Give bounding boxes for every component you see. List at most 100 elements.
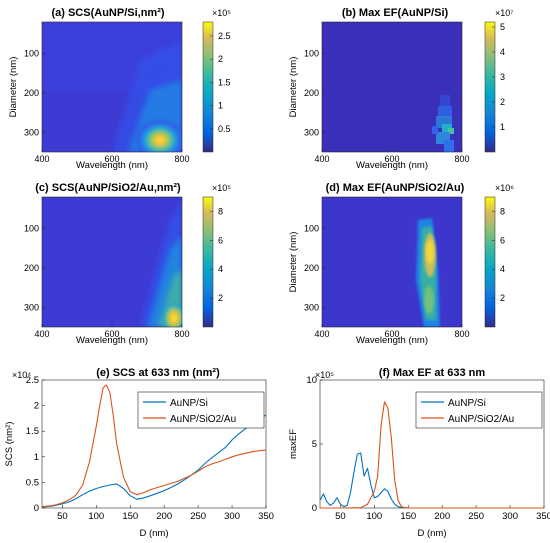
panel-d-colorbar (484, 196, 496, 328)
legend-label-series1: AuNP/Si (170, 398, 208, 409)
y-tick-label: 200 (24, 263, 39, 273)
y-tick-label: 0 (312, 503, 317, 514)
y-tick-label: 300 (24, 302, 39, 312)
panel-f-xlabel: D (nm) (417, 528, 446, 539)
legend-label-series2: AuNP/SiO2/Au (448, 414, 514, 425)
y-tick-label: 100 (24, 49, 39, 59)
colorbar-tick-label: 3 (500, 72, 505, 82)
panel-f-lines (319, 401, 544, 509)
panel-c-title: (c) SCS(AuNP/SiO2/Au,nm²) (35, 182, 181, 194)
x-tick-label: 50 (335, 511, 346, 522)
x-tick-label: 600 (384, 329, 399, 339)
panel-a-colorbar-exponent: ×10⁵ (212, 8, 231, 18)
x-tick-label: 350 (536, 511, 550, 522)
x-tick-label: 200 (434, 511, 450, 522)
panel-a-ylabel: Diameter (nm) (8, 57, 19, 118)
colorbar-tick-label: 2 (500, 293, 505, 303)
panel-a-xlabel: Wavelength (nm) (76, 160, 148, 171)
colorbar-tick-label: 6 (218, 235, 223, 245)
x-tick-label: 100 (366, 511, 382, 522)
panel-d-axes: 400 600 800 100 200 300 (304, 224, 470, 339)
x-tick-label: 150 (400, 511, 416, 522)
x-tick-label: 250 (190, 511, 206, 522)
panel-a-axes: 400 600 800 100 200 300 (24, 49, 190, 164)
panel-b-colorbar (484, 21, 496, 153)
colorbar-tick-label: 4 (500, 47, 505, 57)
y-tick-label: 200 (24, 88, 39, 98)
panel-e-lines (41, 384, 267, 508)
colorbar-tick-label: 0.5 (218, 124, 231, 134)
panel-a: (a) SCS(AuNP/Si,nm²) 400 600 800100200300 … (8, 7, 231, 171)
y-tick-label: 1.5 (26, 426, 39, 437)
y-tick-label: 2 (34, 401, 39, 412)
panel-b-axes: 400 600 800 100 200 300 (304, 49, 470, 164)
legend-label-series2: AuNP/SiO2/Au (170, 414, 236, 425)
panel-b-title: (b) Max EF(AuNP/Si) (342, 7, 449, 19)
legend-label-series1: AuNP/Si (448, 398, 486, 409)
panel-e-axes: 50 100 150 200 250 300 350 0 0.5 1 1.5 2 2.5 (26, 375, 274, 522)
panel-c: (c) SCS(AuNP/SiO2/Au,nm²) 400 600 800 100 20… (24, 182, 231, 346)
colorbar-tick-label: 2.5 (218, 31, 231, 41)
colorbar-tick-label: 8 (218, 206, 223, 216)
y-tick-label: 300 (24, 127, 39, 137)
panel-a-title: (a) SCS(AuNP/Si,nm²) (51, 7, 164, 19)
colorbar-tick-label: 1.5 (218, 77, 231, 87)
panel-b-xlabel: Wavelength (nm) (356, 160, 428, 171)
panel-d-heatmap (322, 197, 462, 327)
panel-e-ylabel: SCS (nm²) (4, 422, 15, 467)
panel-c-xlabel: Wavelength (nm) (76, 335, 148, 346)
panel-a-colorbar (202, 21, 214, 153)
x-tick-label: 600 (384, 154, 399, 164)
y-tick-label: 300 (304, 127, 319, 137)
colorbar-tick-label: 1 (500, 122, 505, 132)
colorbar-tick-label: 5 (500, 22, 505, 32)
y-tick-label: 100 (304, 49, 319, 59)
panel-d-colorbar-ticks: 8 6 4 2 (492, 206, 505, 303)
colorbar-tick-label: 6 (500, 235, 505, 245)
y-tick-label: 300 (304, 302, 319, 312)
panel-b-colorbar-exponent: ×10⁷ (495, 8, 514, 18)
panel-d-xlabel: Wavelength (nm) (356, 335, 428, 346)
series-line-2 (320, 401, 544, 509)
panel-d: (d) Max EF(AuNP/SiO2/Au) 400 600 800 100 200… (288, 182, 514, 346)
x-tick-label: 300 (224, 511, 240, 522)
x-tick-label: 400 (34, 154, 49, 164)
x-tick-label: 400 (314, 329, 329, 339)
panel-c-colorbar-ticks: 8 6 4 2 (210, 206, 223, 303)
x-tick-label: 800 (174, 329, 189, 339)
panel-b: (b) Max EF(AuNP/Si) 400 600 800 100 200 300 W… (288, 7, 514, 171)
x-tick-label: 50 (57, 511, 68, 522)
panel-c-colorbar-exponent: ×10⁵ (212, 183, 231, 193)
panel-e-xlabel: D (nm) (139, 528, 168, 539)
y-tick-label: 100 (24, 224, 39, 234)
x-tick-label: 200 (156, 511, 172, 522)
colorbar-tick-label: 8 (500, 206, 505, 216)
y-tick-label: 200 (304, 88, 319, 98)
y-tick-label: 0 (34, 503, 39, 514)
x-tick-label: 400 (314, 154, 329, 164)
y-tick-label: 200 (304, 263, 319, 273)
panel-e-title: (e) SCS at 633 nm (nm²) (96, 367, 220, 379)
panel-f-y-exponent: ×10⁵ (315, 370, 334, 380)
colorbar-tick-label: 1 (218, 101, 223, 111)
x-tick-label: 100 (88, 511, 104, 522)
colorbar-tick-label: 4 (218, 264, 223, 274)
panel-c-colorbar (202, 196, 214, 328)
y-tick-label: 1 (34, 452, 39, 463)
panel-b-heatmap (322, 22, 462, 152)
panel-a-heatmap (42, 22, 182, 152)
panel-b-ylabel: Diameter (nm) (288, 57, 299, 118)
colorbar-tick-label: 2 (500, 97, 505, 107)
x-tick-label: 250 (468, 511, 484, 522)
panel-f-axes: 50 100 150 200 250 300 350 0 5 10 (306, 375, 550, 522)
y-tick-label: 2.5 (26, 375, 39, 386)
x-tick-label: 350 (258, 511, 274, 522)
panel-e-legend: AuNP/Si AuNP/SiO2/Au (137, 391, 265, 429)
colorbar-tick-label: 2 (218, 293, 223, 303)
x-tick-label: 300 (502, 511, 518, 522)
y-tick-label: 100 (304, 224, 319, 234)
panel-f-ylabel: maxEF (288, 429, 299, 459)
panel-f-legend: AuNP/Si AuNP/SiO2/Au (415, 391, 543, 429)
series-line-1 (41, 414, 267, 508)
